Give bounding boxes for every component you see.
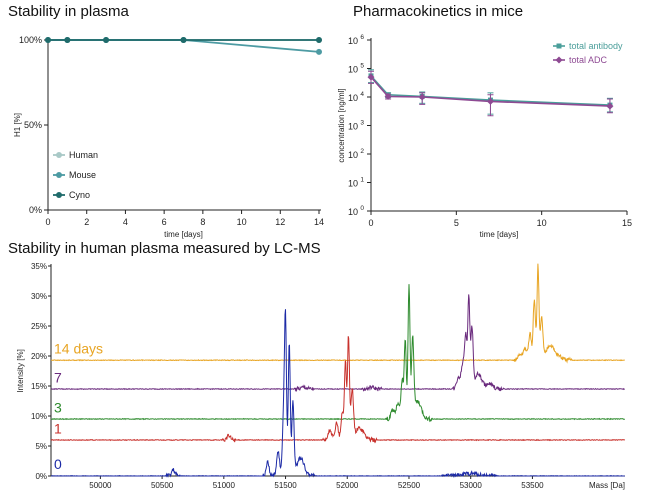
lcms-x-tick-label: 51500 [274,481,297,490]
lcms-y-axis-label: Intensity [%] [16,349,25,393]
lcms-spectrum-7 [50,294,625,393]
plasma-point-cyno [45,37,51,43]
plasma-point-mouse [316,48,322,55]
plasma-legend-label: Human [69,150,98,160]
lcms-spectrum-14-days [50,263,625,364]
plasma-point-cyno [103,37,110,43]
plasma-x-tick-label: 2 [84,217,89,227]
pk-point-total-ADC [384,92,392,100]
lcms-y-tick-label: 30% [31,292,47,301]
pk-y-tick-exponent: 6 [360,34,364,41]
lcms-x-tick-label: 53500 [521,481,544,490]
lcms-series-label-0: 0 [54,456,62,472]
lcms-y-tick-label: 20% [31,352,47,361]
lcms-x-tick-label: 53000 [460,481,483,490]
lcms-y-tick-label: 25% [31,322,47,331]
lcms-y-tick-label: 35% [31,262,47,271]
lcms-x-axis-label: Mass [Da] [589,481,625,490]
lcms-spectrum-0 [51,309,625,478]
lcms-x-tick-label: 52500 [398,481,421,490]
plasma-x-tick-label: 12 [275,217,285,227]
plasma-x-tick-label: 14 [314,217,324,227]
plasma-legend-marker [56,172,62,178]
plasma-legend-label: Cyno [69,190,90,200]
pk-point-total-ADC [606,102,614,110]
lcms-x-tick-label: 52000 [336,481,359,490]
pk-point-total-ADC [418,93,426,101]
pk-y-tick-exponent: 1 [360,177,364,184]
pk-x-tick-label: 10 [537,218,547,228]
pk-y-tick-label: 10 [348,36,358,46]
plasma-y-tick-label: 50% [24,120,42,130]
pk-y-axis-label: concentration [ng/ml] [337,88,346,162]
plasma-legend-label: Mouse [69,170,96,180]
plasma-point-cyno [180,37,187,43]
lcms-y-tick-label: 0% [35,472,47,481]
lcms-x-tick-label: 50500 [151,481,174,490]
plasma-x-tick-label: 4 [123,217,128,227]
pk-legend-marker [555,56,563,64]
pk-x-tick-label: 5 [454,218,459,228]
pk-y-tick-exponent: 2 [360,148,364,155]
plasma-point-cyno [316,37,322,43]
pk-x-tick-label: 0 [368,218,373,228]
plasma-x-tick-label: 10 [237,217,247,227]
lcms-series-label-14-days: 14 days [54,341,103,357]
lcms-series-label-1: 1 [54,420,62,436]
plasma-x-tick-label: 8 [200,217,205,227]
lcms-chart-title: Stability in human plasma measured by LC… [8,240,321,257]
pk-y-tick-label: 10 [348,150,358,160]
plasma-chart: 0 2 4 6 8 10 12 14 0% 50% 100% time [days] H1 [%] Hum… [13,35,324,239]
lcms-y-tick-label: 5% [35,442,47,451]
plasma-chart-title: Stability in plasma [8,3,129,20]
plasma-legend-marker [56,192,62,198]
pk-point-total-ADC [486,97,494,105]
lcms-series-label-7: 7 [54,369,62,385]
pk-legend-marker [556,43,562,49]
lcms-spectrum-3 [50,284,625,423]
pk-y-tick-label: 10 [348,65,358,75]
pk-point-total-ADC [367,73,375,81]
plasma-y-axis-label: H1 [%] [13,113,22,137]
pk-y-tick-label: 10 [348,207,358,217]
pk-y-tick-exponent: 5 [360,63,364,70]
plasma-x-axis-label: time [days] [164,230,203,239]
plasma-point-cyno [64,37,71,43]
pk-y-tick-exponent: 4 [360,91,364,98]
pk-y-tick-label: 10 [348,179,358,189]
plasma-y-tick-label: 100% [19,35,42,45]
lcms-x-tick-label: 51000 [213,481,236,490]
pk-legend-label-total-ADC: total ADC [569,55,608,65]
plasma-x-tick-label: 6 [162,217,167,227]
lcms-chart: 50000 50500 51000 51500 52000 52500 53000 53500… [16,262,626,490]
pk-y-tick-label: 10 [348,93,358,103]
pk-y-tick-exponent: 3 [360,120,364,127]
lcms-y-tick-label: 15% [31,382,47,391]
plasma-x-tick-label: 0 [45,217,50,227]
pk-chart-title: Pharmacokinetics in mice [353,3,524,20]
pk-y-tick-label: 10 [348,122,358,132]
lcms-y-tick-label: 10% [31,412,47,421]
pk-x-axis-label: time [days] [480,230,519,239]
plasma-y-tick-label: 0% [29,205,42,215]
pk-y-tick-exponent: 0 [360,205,364,212]
lcms-spectrum-1 [50,336,626,444]
plasma-legend-marker [56,152,62,158]
lcms-series-label-3: 3 [54,399,62,415]
pk-legend-label-total-antibody: total antibody [569,41,623,51]
lcms-x-tick-label: 50000 [89,481,112,490]
pk-x-tick-label: 15 [622,218,632,228]
